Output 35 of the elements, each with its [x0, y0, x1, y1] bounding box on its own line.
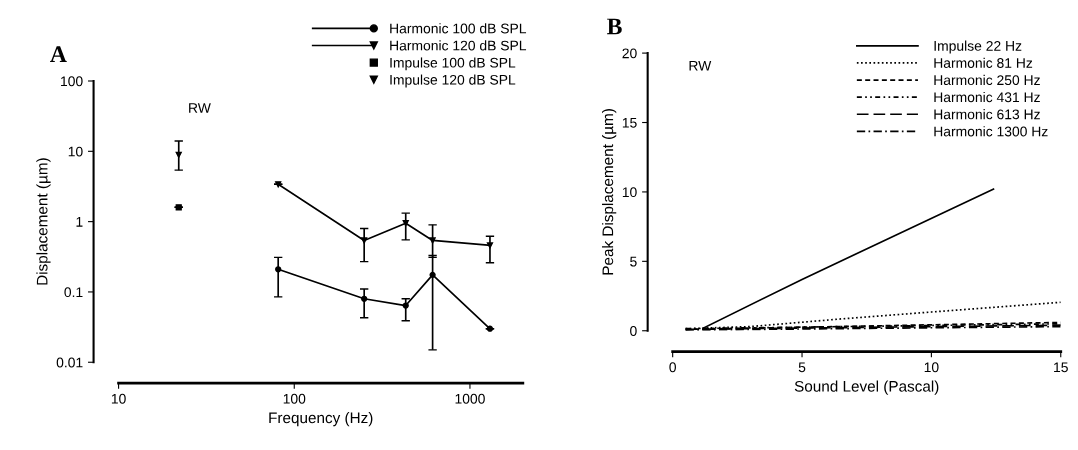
annotation: RW — [189, 103, 211, 113]
x-tick-label: 1000 — [455, 393, 485, 404]
y-tick-label: 10 — [622, 187, 637, 198]
legend-label: Harmonic 120 dB SPL — [390, 40, 527, 51]
x-tick-label: 10 — [111, 393, 126, 404]
x-axis-title: Sound Level (Pascal) — [794, 380, 939, 395]
y-tick-label: 0 — [630, 326, 637, 336]
x-tick-label: 0 — [669, 362, 676, 373]
legend-label: Harmonic 431 Hz — [934, 91, 1040, 103]
x-tick-label: 10 — [924, 362, 939, 373]
legend-label: Harmonic 250 Hz — [934, 74, 1040, 86]
y-tick-label: 1 — [76, 217, 83, 227]
legend-label: Harmonic 100 dB SPL — [390, 23, 527, 34]
chart-title: B — [607, 18, 622, 35]
y-axis-title: Displacement (µm) — [36, 158, 51, 285]
x-tick-label: 5 — [798, 362, 806, 373]
legend-label: Impulse 22 Hz — [934, 40, 1022, 54]
y-tick-label: 10 — [68, 146, 83, 157]
legend-label: Harmonic 613 Hz — [934, 109, 1040, 120]
x-tick-label: 100 — [283, 393, 306, 404]
legend-label: Harmonic 81 Hz — [934, 57, 1033, 68]
y-tick-label: 5 — [630, 256, 637, 267]
chart-title: A — [50, 46, 67, 62]
y-tick-label: 20 — [622, 48, 637, 59]
legend-label: Harmonic 1300 Hz — [934, 126, 1048, 137]
y-tick-label: 15 — [622, 117, 637, 128]
y-tick-label: 0.1 — [64, 287, 83, 298]
x-tick-label: 15 — [1054, 362, 1068, 373]
y-tick-label: 100 — [61, 76, 83, 87]
annotation: RW — [689, 61, 712, 71]
y-axis-title: Peak Displacement (µm) — [602, 109, 617, 275]
y-tick-label: 0.01 — [56, 357, 83, 368]
legend-label: Impulse 120 dB SPL — [390, 74, 516, 88]
legend-label: Impulse 100 dB SPL — [390, 57, 516, 71]
x-axis-title: Frequency (Hz) — [269, 412, 373, 427]
